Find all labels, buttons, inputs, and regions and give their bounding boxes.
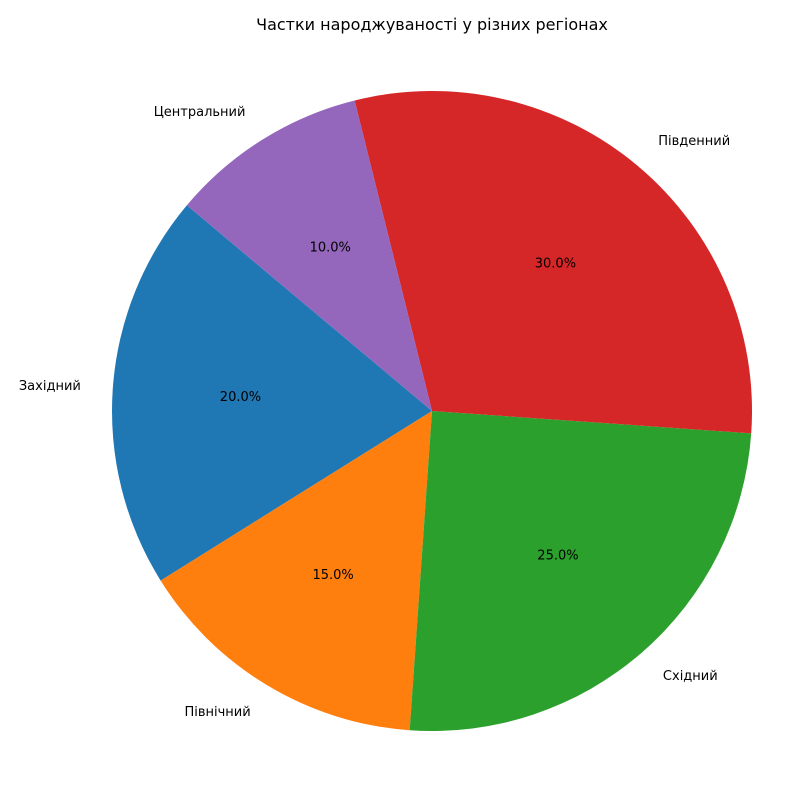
slice-percent-label: 25.0% xyxy=(537,548,578,563)
slice-category-label: Західний xyxy=(19,379,81,394)
slice-percent-label: 15.0% xyxy=(312,568,353,583)
pie-slice-5 xyxy=(186,100,432,411)
slice-category-label: Центральний xyxy=(154,105,246,120)
slice-category-label: Східний xyxy=(663,669,718,684)
slice-category-label: Південний xyxy=(658,134,730,149)
pie-slice-4 xyxy=(354,91,753,434)
pie-slice-2 xyxy=(160,411,432,731)
chart-title: Частки народжуваності у різних регіонах xyxy=(256,15,608,34)
slice-category-label: Північний xyxy=(184,705,250,720)
slice-percent-label: 30.0% xyxy=(535,256,576,271)
pie-slices xyxy=(111,91,753,731)
pie-slice-3 xyxy=(409,411,752,731)
slice-percent-label: 20.0% xyxy=(220,390,261,405)
pie-slice-1 xyxy=(111,205,432,581)
slice-percent-label: 10.0% xyxy=(310,241,351,256)
pie-labels: Західний 20.0% Північний 15.0% Східний 25.0% П… xyxy=(19,105,730,720)
